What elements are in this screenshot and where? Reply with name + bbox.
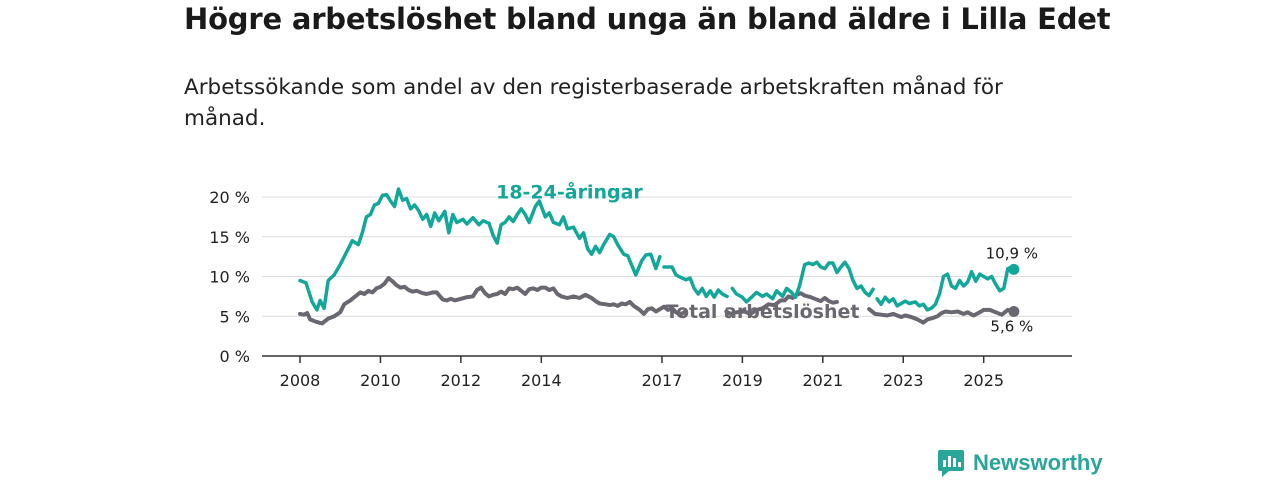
endpoint-label-youth: 10,9 % xyxy=(986,244,1038,262)
x-tick-label: 2008 xyxy=(280,371,321,390)
newsworthy-logo: Newsworthy xyxy=(937,448,1103,478)
x-tick-label: 2023 xyxy=(883,371,924,390)
endpoint-youth xyxy=(1008,263,1020,275)
y-tick-label: 0 % xyxy=(220,347,250,366)
x-tick-label: 2014 xyxy=(521,371,562,390)
x-tick-label: 2021 xyxy=(802,371,843,390)
x-tick-label: 2019 xyxy=(722,371,763,390)
endpoint-label-total: 5,6 % xyxy=(990,317,1033,335)
newsworthy-logo-text: Newsworthy xyxy=(973,450,1103,475)
chart-title: Högre arbetslöshet bland unga än bland ä… xyxy=(184,2,1111,36)
x-tick-label: 2010 xyxy=(360,371,401,390)
newsworthy-logo-icon xyxy=(938,450,964,477)
y-tick-label: 20 % xyxy=(209,188,250,207)
series-line-youth xyxy=(298,187,1016,312)
y-tick-label: 5 % xyxy=(220,307,250,326)
x-tick-label: 2025 xyxy=(963,371,1004,390)
series-line-total xyxy=(298,276,1016,326)
chart-subtitle: Arbetssökande som andel av den registerb… xyxy=(184,75,1003,131)
y-tick-label: 10 % xyxy=(209,268,250,287)
x-tick-label: 2017 xyxy=(642,371,683,390)
y-tick-label: 15 % xyxy=(209,228,250,247)
series-label-youth: 18-24-åringar xyxy=(496,180,643,204)
series-label-total: Total arbetslöshet xyxy=(666,301,860,323)
endpoint-total xyxy=(1008,305,1020,317)
x-tick-label: 2012 xyxy=(441,371,482,390)
